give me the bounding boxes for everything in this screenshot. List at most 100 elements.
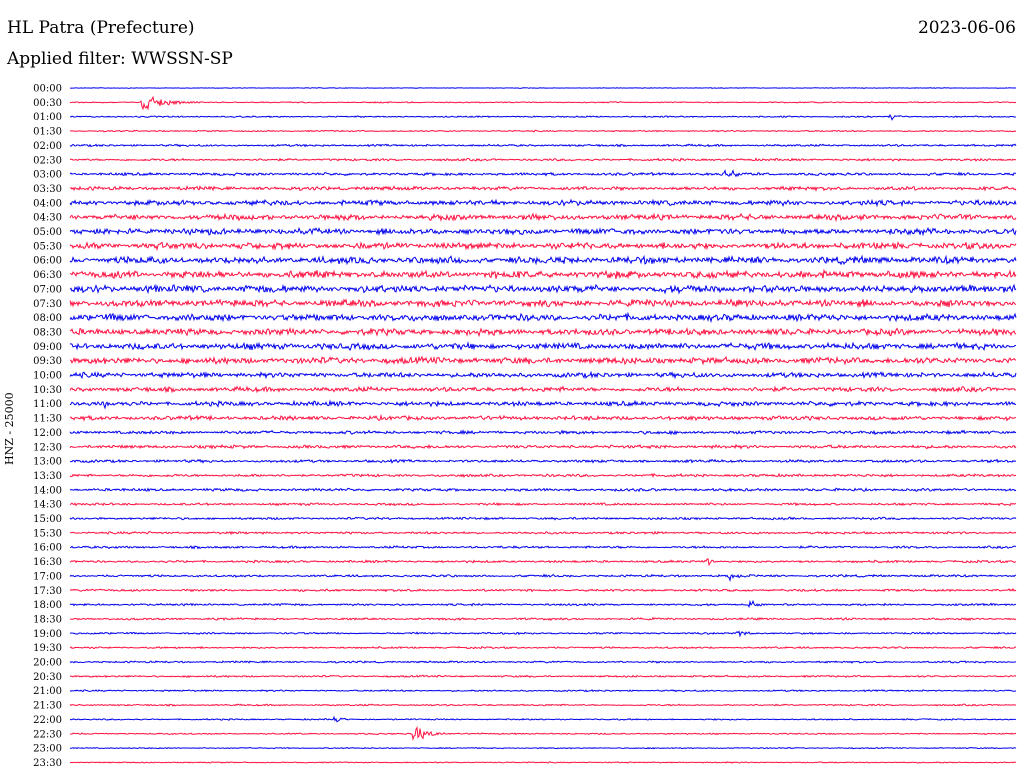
row-label-0200: 02:00 xyxy=(33,141,62,152)
row-label-1030: 10:30 xyxy=(33,385,62,396)
row-label-2200: 22:00 xyxy=(33,715,62,726)
row-label-0730: 07:30 xyxy=(33,299,62,310)
row-label-0100: 01:00 xyxy=(33,112,62,123)
trace-0930 xyxy=(69,355,1017,366)
row-label-0130: 01:30 xyxy=(33,127,62,138)
trace-0530 xyxy=(69,241,1017,252)
trace-1730 xyxy=(69,588,1017,593)
row-label-0930: 09:30 xyxy=(33,356,62,367)
trace-2200 xyxy=(69,715,1017,723)
row-label-0000: 00:00 xyxy=(33,84,62,95)
trace-0100 xyxy=(69,113,1017,121)
trace-1930 xyxy=(69,645,1017,650)
row-label-1400: 14:00 xyxy=(33,485,62,496)
row-label-1930: 19:30 xyxy=(33,643,62,654)
trace-1630 xyxy=(69,558,1017,567)
filter-label: Applied filter: WWSSN-SP xyxy=(7,49,233,69)
trace-1700 xyxy=(69,573,1017,582)
row-label-2030: 20:30 xyxy=(33,672,62,683)
row-label-2300: 23:00 xyxy=(33,744,62,755)
trace-1130 xyxy=(69,413,1017,422)
row-label-0830: 08:30 xyxy=(33,327,62,338)
row-label-0630: 06:30 xyxy=(33,270,62,281)
trace-0700 xyxy=(69,283,1017,295)
trace-0030 xyxy=(69,95,1017,111)
trace-1400 xyxy=(69,487,1017,493)
trace-2300 xyxy=(69,746,1017,750)
trace-0430 xyxy=(69,212,1017,223)
trace-0300 xyxy=(69,169,1017,178)
trace-2130 xyxy=(69,703,1017,707)
row-label-1000: 10:00 xyxy=(33,371,62,382)
trace-1830 xyxy=(69,616,1017,622)
trace-0000 xyxy=(69,87,1017,89)
station-title: HL Patra (Prefecture) xyxy=(7,18,195,38)
row-label-0700: 07:00 xyxy=(33,284,62,295)
row-label-1430: 14:30 xyxy=(33,500,62,511)
trace-0600 xyxy=(69,254,1017,266)
row-label-1700: 17:00 xyxy=(33,571,62,582)
row-label-0530: 05:30 xyxy=(33,241,62,252)
row-label-0900: 09:00 xyxy=(33,342,62,353)
row-label-1130: 11:30 xyxy=(33,414,62,425)
trace-1200 xyxy=(69,429,1017,436)
trace-1600 xyxy=(69,545,1017,550)
trace-0500 xyxy=(69,226,1017,237)
row-label-2230: 22:30 xyxy=(33,729,62,740)
row-label-1530: 15:30 xyxy=(33,528,62,539)
trace-1300 xyxy=(69,458,1017,464)
record-date: 2023-06-06 xyxy=(917,18,1016,38)
row-label-0430: 04:30 xyxy=(33,213,62,224)
row-label-1900: 19:00 xyxy=(33,629,62,640)
trace-1330 xyxy=(69,472,1017,478)
trace-1530 xyxy=(69,530,1017,536)
trace-1500 xyxy=(69,516,1017,521)
traces xyxy=(69,87,1017,764)
row-label-0500: 05:00 xyxy=(33,227,62,238)
trace-2330 xyxy=(69,761,1017,764)
trace-0330 xyxy=(69,185,1017,192)
row-label-2130: 21:30 xyxy=(33,701,62,712)
trace-2230 xyxy=(69,725,1017,742)
row-label-2000: 20:00 xyxy=(33,658,62,669)
row-label-0600: 06:00 xyxy=(33,256,62,267)
row-label-1300: 13:00 xyxy=(33,457,62,468)
row-label-0330: 03:30 xyxy=(33,184,62,195)
trace-2100 xyxy=(69,689,1017,693)
trace-0830 xyxy=(69,326,1017,338)
row-label-0230: 02:30 xyxy=(33,155,62,166)
row-label-0300: 03:00 xyxy=(33,170,62,181)
row-label-1600: 16:00 xyxy=(33,543,62,554)
row-label-1730: 17:30 xyxy=(33,586,62,597)
trace-1100 xyxy=(69,399,1017,410)
trace-1030 xyxy=(69,385,1017,394)
trace-2030 xyxy=(69,674,1017,679)
trace-0200 xyxy=(69,143,1017,148)
trace-1900 xyxy=(69,630,1017,638)
trace-0730 xyxy=(69,298,1017,309)
row-label-0030: 00:30 xyxy=(33,98,62,109)
trace-1800 xyxy=(69,599,1017,609)
trace-1430 xyxy=(69,502,1017,507)
row-label-1230: 12:30 xyxy=(33,442,62,453)
row-label-1830: 18:30 xyxy=(33,614,62,625)
trace-0230 xyxy=(69,157,1017,162)
row-labels: 00:00 00:30 01:00 01:30 02:00 02:30 03:00 03:30… xyxy=(33,84,62,769)
row-label-1630: 16:30 xyxy=(33,557,62,568)
row-label-1800: 18:00 xyxy=(33,600,62,611)
row-label-1330: 13:30 xyxy=(33,471,62,482)
trace-2000 xyxy=(69,660,1017,664)
trace-0800 xyxy=(69,311,1017,324)
row-label-1500: 15:00 xyxy=(33,514,62,525)
trace-0900 xyxy=(69,341,1017,352)
row-label-0800: 08:00 xyxy=(33,313,62,324)
row-label-1200: 12:00 xyxy=(33,428,62,439)
row-label-0400: 04:00 xyxy=(33,198,62,209)
row-label-2330: 23:30 xyxy=(33,758,62,769)
trace-0130 xyxy=(69,129,1017,133)
row-label-1100: 11:00 xyxy=(33,399,62,410)
trace-0400 xyxy=(69,198,1017,208)
trace-0630 xyxy=(69,268,1017,280)
trace-1000 xyxy=(69,370,1017,380)
